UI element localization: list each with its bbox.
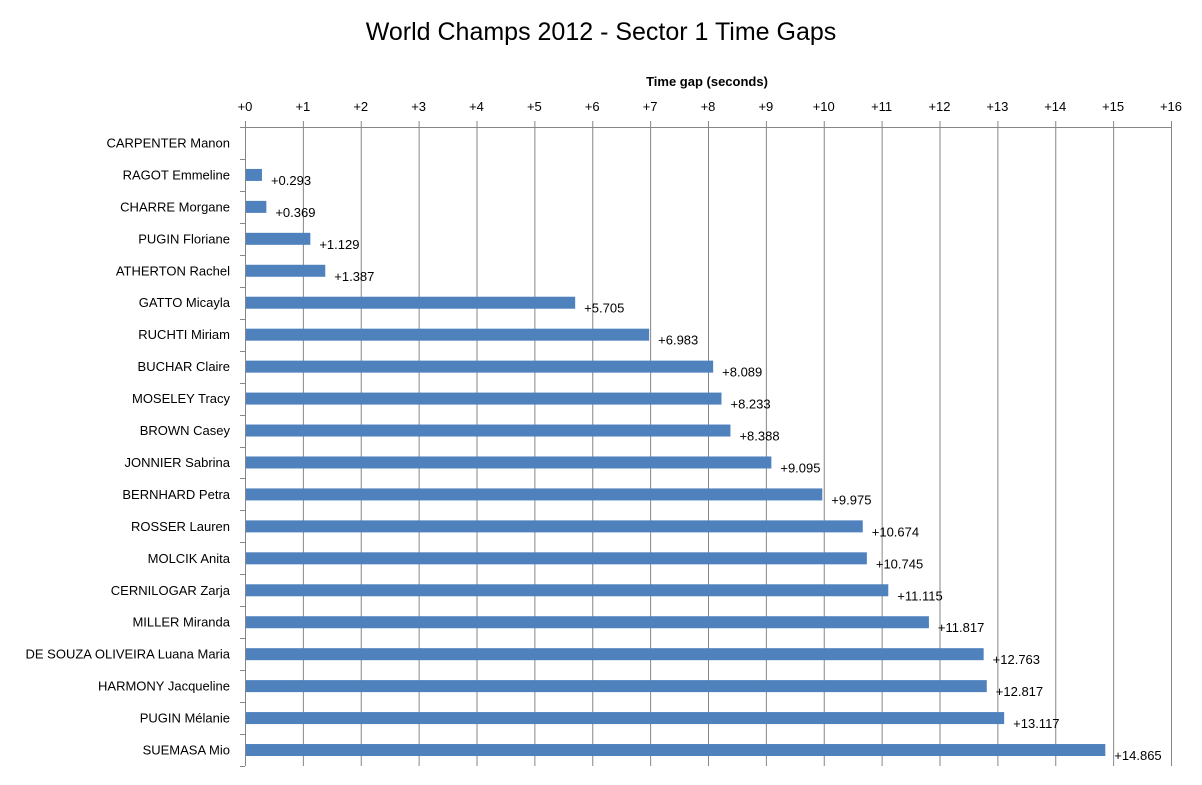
- bar: [246, 584, 889, 597]
- data-label: +1.387: [334, 269, 374, 284]
- x-tick-label: +15: [1102, 99, 1124, 114]
- data-label: +11.817: [938, 620, 984, 635]
- x-tick-label: +5: [527, 99, 542, 114]
- bar: [246, 392, 722, 405]
- data-label: +8.089: [722, 365, 762, 380]
- category-label: BERNHARD Petra: [122, 487, 230, 502]
- bar: [246, 296, 576, 309]
- bar: [246, 680, 987, 693]
- x-tick-label: +6: [585, 99, 600, 114]
- x-tick-label: +8: [701, 99, 716, 114]
- category-label: MOSELEY Tracy: [132, 391, 231, 406]
- data-label: +9.095: [780, 460, 820, 475]
- x-tick-label: +14: [1044, 99, 1066, 114]
- category-label: JONNIER Sabrina: [125, 455, 231, 470]
- x-tick-label: +1: [295, 99, 310, 114]
- category-labels: CARPENTER Manon RAGOT Emmeline CHARRE Morg…: [26, 135, 231, 757]
- x-tick-label: +11: [871, 99, 892, 114]
- bar: [246, 328, 650, 341]
- data-label: +8.233: [730, 397, 770, 412]
- category-label: CHARRE Morgane: [120, 199, 230, 214]
- category-label: ATHERTON Rachel: [116, 263, 230, 278]
- data-label: +12.763: [993, 652, 1040, 667]
- x-tick-label: +7: [643, 99, 658, 114]
- data-label: +11.115: [897, 588, 942, 603]
- data-label: +1.129: [319, 237, 359, 252]
- bar: [246, 456, 772, 469]
- category-label: RUCHTI Miriam: [138, 327, 230, 342]
- x-axis-title: Time gap (seconds): [646, 74, 768, 89]
- gridlines: [302, 127, 1172, 766]
- category-label: HARMONY Jacqueline: [98, 679, 230, 694]
- data-label: +6.983: [658, 333, 698, 348]
- data-label: +5.705: [584, 301, 624, 316]
- category-label: MOLCIK Anita: [148, 551, 231, 566]
- category-label: RAGOT Emmeline: [123, 167, 230, 182]
- x-tick-label: +12: [928, 99, 950, 114]
- x-tick-label: +3: [411, 99, 426, 114]
- data-label: +13.117: [1013, 716, 1059, 731]
- bar: [246, 520, 863, 533]
- category-label: PUGIN Floriane: [138, 231, 230, 246]
- category-label: MILLER Miranda: [132, 615, 230, 630]
- data-label: +14.865: [1114, 748, 1161, 763]
- data-label: +0.293: [271, 173, 311, 188]
- bar: [246, 552, 867, 565]
- category-label: DE SOUZA OLIVEIRA Luana Maria: [26, 647, 231, 662]
- bar: [246, 264, 326, 277]
- category-label: CERNILOGAR Zarja: [111, 583, 231, 598]
- category-label: CARPENTER Manon: [106, 135, 230, 150]
- category-label: SUEMASA Mio: [143, 743, 230, 758]
- data-label: +8.388: [739, 429, 779, 444]
- category-label: BROWN Casey: [140, 423, 231, 438]
- category-label: BUCHAR Claire: [138, 359, 230, 374]
- data-label: +12.817: [996, 684, 1043, 699]
- bars: [246, 168, 1106, 757]
- bar: [246, 488, 823, 501]
- bar: [246, 744, 1106, 757]
- category-label: PUGIN Mélanie: [140, 711, 230, 726]
- x-tick-labels: +0 +1 +2 +3 +4 +5 +6 +7 +8 +9 +10 +11 +12 +13 +14 +15 +1…: [238, 99, 1182, 114]
- x-tick-label: +13: [986, 99, 1008, 114]
- chart-title: World Champs 2012 - Sector 1 Time Gaps: [366, 18, 837, 46]
- bar: [246, 712, 1005, 725]
- x-tick-label: +4: [469, 99, 484, 114]
- axes: [240, 121, 1172, 767]
- bar: [246, 648, 984, 661]
- bar: [246, 616, 929, 629]
- bar: [246, 200, 267, 213]
- data-label: +0.369: [275, 205, 315, 220]
- category-label: ROSSER Lauren: [131, 519, 230, 534]
- bar: [246, 168, 262, 181]
- x-tick-label: +16: [1160, 99, 1182, 114]
- data-label: +10.745: [876, 556, 923, 571]
- data-label: +10.674: [872, 524, 919, 539]
- data-label: +9.975: [831, 492, 871, 507]
- bar: [246, 232, 311, 245]
- bar: [246, 424, 731, 437]
- bar: [246, 360, 714, 373]
- x-tick-label: +2: [353, 99, 368, 114]
- x-tick-label: +0: [238, 99, 253, 114]
- category-label: GATTO Micayla: [139, 295, 231, 310]
- data-labels: +0.293 +0.369 +1.129 +1.387 +5.705 +6.983 +8.0…: [271, 173, 1162, 763]
- x-tick-label: +10: [813, 99, 835, 114]
- x-tick-label: +9: [758, 99, 773, 114]
